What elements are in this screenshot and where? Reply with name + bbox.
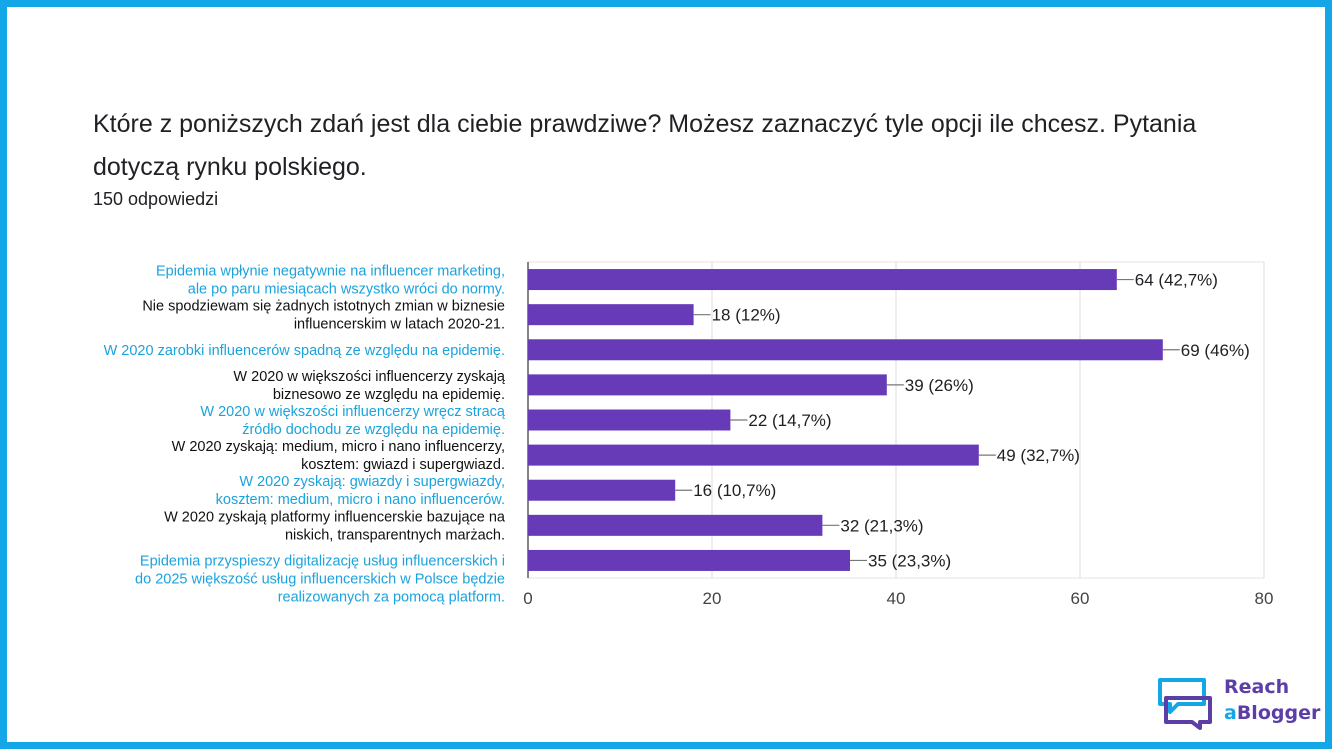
category-label: kosztem: gwiazd i supergwiazd. — [301, 457, 505, 473]
category-label: Nie spodziewam się żadnych istotnych zmi… — [142, 299, 505, 315]
bar — [528, 409, 731, 431]
logo-line-2-rest: Blogger — [1236, 702, 1321, 724]
x-tick-label: 20 — [703, 589, 722, 608]
data-label: 39 (26%) — [905, 376, 974, 395]
category-label: W 2020 w większości influencerzy zyskają — [233, 369, 506, 385]
category-label: biznesowo ze względu na epidemię. — [273, 387, 505, 403]
logo-line-1: Reach — [1224, 676, 1290, 698]
data-label: 32 (21,3%) — [840, 516, 923, 535]
x-tick-label: 40 — [887, 589, 906, 608]
bar — [528, 339, 1163, 361]
category-label: źródło dochodu ze względu na epidemię. — [242, 422, 505, 438]
bar — [528, 374, 887, 396]
x-tick-label: 80 — [1255, 589, 1274, 608]
category-label: W 2020 zyskają platformy influencerskie … — [164, 509, 506, 525]
category-label: W 2020 zyskają: medium, micro i nano inf… — [172, 439, 505, 455]
bar — [528, 304, 694, 326]
category-label: W 2020 zarobki influencerów spadną ze wz… — [104, 343, 505, 359]
response-count: 150 odpowiedzi — [93, 189, 219, 209]
category-label: W 2020 zyskają: gwiazdy i supergwiazdy, — [239, 474, 505, 490]
category-label: niskich, transparentnych marżach. — [285, 527, 505, 543]
category-label: influencerskim w latach 2020-21. — [294, 317, 505, 333]
bar — [528, 514, 823, 536]
data-label: 18 (12%) — [712, 306, 781, 325]
question-title: Które z poniższych zdań jest dla ciebie … — [93, 110, 1197, 181]
category-label: ale po paru miesiącach wszystko wróci do… — [188, 282, 505, 298]
data-label: 49 (32,7%) — [997, 446, 1080, 465]
logo-line-2: aBlogger — [1224, 700, 1320, 726]
reachablogger-logo: Reach aBlogger — [1156, 674, 1320, 734]
data-label: 69 (46%) — [1181, 341, 1250, 360]
data-label: 16 (10,7%) — [693, 481, 776, 500]
x-tick-label: 60 — [1071, 589, 1090, 608]
category-label: realizowanych za pomocą platform. — [278, 589, 505, 605]
category-label: Epidemia przyspieszy digitalizację usług… — [140, 553, 505, 569]
data-label: 35 (23,3%) — [868, 551, 951, 570]
data-label: 22 (14,7%) — [748, 411, 831, 430]
bar — [528, 444, 979, 466]
category-label: kosztem: medium, micro i nano influencer… — [216, 492, 505, 508]
x-tick-label: 0 — [523, 589, 532, 608]
category-label: W 2020 w większości influencerzy wręcz s… — [200, 404, 506, 420]
category-label: Epidemia wpłynie negatywnie na influence… — [156, 264, 505, 280]
bar — [528, 479, 676, 501]
chat-bubbles-icon — [1158, 678, 1212, 730]
data-label: 64 (42,7%) — [1135, 271, 1218, 290]
category-label: do 2025 większość usług influencerskich … — [135, 571, 505, 587]
bar — [528, 269, 1117, 291]
bar — [528, 549, 850, 571]
logo-wordmark: Reach aBlogger — [1224, 674, 1320, 726]
logo-line-2-prefix: a — [1224, 702, 1237, 724]
